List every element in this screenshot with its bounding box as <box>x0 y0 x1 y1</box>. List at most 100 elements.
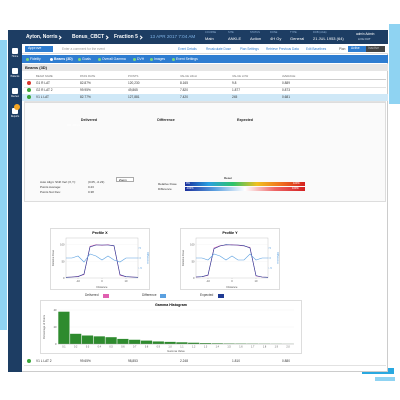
reset-button[interactable]: Reset <box>224 175 232 180</box>
histogram-bar <box>164 341 176 344</box>
view-label: SID: 100 cm <box>67 124 81 127</box>
histogram-title: Gamma Histogram <box>155 303 187 307</box>
histogram-bar <box>140 340 153 344</box>
table-cell[interactable]: V1 L LAT <box>36 95 49 99</box>
field-value: Main <box>205 36 214 41</box>
field-label: STATUS <box>250 31 260 34</box>
column-header: POINTS <box>128 74 139 78</box>
legend-swatch <box>218 293 224 298</box>
table-cell[interactable]: G1 R LAT <box>36 81 50 85</box>
histogram-bar <box>223 343 235 344</box>
y2-axis-label: Difference <box>146 252 150 264</box>
table-cell[interactable]: V1 L LAT 2 <box>36 359 52 363</box>
tab[interactable]: Goals <box>82 56 91 61</box>
sidebar-icon[interactable] <box>12 88 18 94</box>
tab[interactable]: Beams (3D) <box>54 56 73 61</box>
difference-label: Difference <box>158 187 172 191</box>
legend-label: Expected <box>200 293 214 297</box>
deco-bottom-2 <box>375 377 395 381</box>
legend-swatch <box>160 293 166 298</box>
toolbar-link[interactable]: Edit Baselines <box>306 46 327 51</box>
profile-card <box>180 228 280 290</box>
toolbar-link[interactable]: Event Details <box>178 46 197 51</box>
tab-icon <box>172 57 175 61</box>
logout[interactable]: LOG OUT <box>358 36 371 41</box>
profile-chart: Profile X 0 50 100 -5 0 5 -10 0 10 Distance Relativ… <box>51 231 150 289</box>
column-header: BEAM NAME <box>36 74 53 78</box>
sidebar-icon[interactable] <box>12 48 18 54</box>
tab-icon <box>26 57 29 61</box>
table-cell: 99.95% <box>80 88 91 92</box>
user-name[interactable]: admin Admin <box>356 31 375 36</box>
x-tick-label: 1.3 <box>204 346 208 349</box>
table-cell: 8.165 <box>180 81 188 85</box>
view-title: Delivered <box>80 118 98 122</box>
toolbar-link[interactable]: Recalculate Dose <box>206 46 231 51</box>
plot-area <box>195 237 269 279</box>
x-tick-label: 0.1 <box>62 346 66 349</box>
sidebar-icon[interactable] <box>12 108 18 114</box>
table-cell: 0.873 <box>282 88 290 92</box>
profile-line <box>66 253 138 263</box>
field-label: DOSE <box>270 31 278 34</box>
legend-label: Difference <box>142 293 157 297</box>
status-icon <box>27 81 31 86</box>
field-value: 21 JUL 1953 (64) <box>313 36 344 41</box>
toggle-inactive[interactable]: Inactive <box>366 46 385 52</box>
field-label: SITE <box>228 31 234 34</box>
histogram-bar <box>211 343 223 344</box>
tab[interactable]: Fidelity <box>30 56 41 61</box>
view-title: Expected <box>237 118 253 122</box>
y2-tick-label: -5 <box>270 266 273 270</box>
stat-label: Points Average: <box>40 185 61 189</box>
difference-colorbar <box>185 187 305 191</box>
fraction[interactable]: Fraction 5 <box>114 34 142 40</box>
y-tick-label: 40 <box>54 308 57 312</box>
sidebar-label: Patients <box>10 75 20 78</box>
field-value: 4H Gy <box>270 36 282 41</box>
histogram-bar <box>70 333 82 344</box>
column-header: VALUE HIGH <box>180 74 197 78</box>
x-tick-label: 2.0 <box>286 346 290 349</box>
field-value: ANKLE <box>228 36 242 41</box>
plan-name[interactable]: Bonus_CBCT <box>72 34 108 40</box>
tab[interactable]: DVH <box>137 56 145 61</box>
table-cell[interactable]: G2 R LAT 2 <box>36 88 53 92</box>
zoom-button[interactable]: Zoom <box>116 177 134 182</box>
histogram-bar <box>58 311 70 344</box>
approve-button[interactable]: Approve <box>25 46 53 52</box>
histogram-bar <box>176 342 188 344</box>
toolbar-link[interactable]: Retrieve Previous Data <box>266 46 299 51</box>
profile-line <box>196 253 268 261</box>
y-tick-label: 50 <box>192 259 195 263</box>
histogram-bar <box>129 339 141 344</box>
table-cell: 49,865 <box>128 88 138 92</box>
column-header: AVERAGE <box>282 74 296 78</box>
toolbar-link[interactable]: Plan Settings <box>240 46 259 51</box>
tab-bar <box>22 55 388 63</box>
table-cell: 0.880 <box>282 359 290 363</box>
x-tick-label: 0.5 <box>109 346 113 349</box>
table-cell: 99.65% <box>80 359 91 363</box>
histogram-bar <box>152 341 164 344</box>
tab-icon <box>78 57 81 61</box>
tab[interactable]: Event Settings <box>176 56 198 61</box>
x-tick-label: 0.2 <box>74 346 78 349</box>
sidebar-label: Review <box>11 95 19 98</box>
sidebar-icon[interactable] <box>12 68 18 74</box>
y2-axis-label: Difference <box>276 252 280 264</box>
tab[interactable]: Overall Gamma <box>102 56 126 61</box>
x-tick-label: 0.4 <box>98 346 102 349</box>
tab-icon <box>98 57 101 61</box>
comment-input[interactable]: Enter a comment for the event <box>62 46 105 51</box>
status-icon <box>27 88 31 93</box>
patient-name[interactable]: Ayton, Norris <box>26 34 61 40</box>
notification-badge <box>14 104 20 110</box>
x-axis-label: Gamma Value <box>167 349 185 353</box>
x-tick-label: 0.7 <box>133 346 137 349</box>
y-tick-label: 100 <box>190 243 195 247</box>
toggle-active[interactable]: Active <box>348 46 366 52</box>
tab[interactable]: Images <box>154 56 166 61</box>
x-tick-label: -10 <box>206 279 210 283</box>
